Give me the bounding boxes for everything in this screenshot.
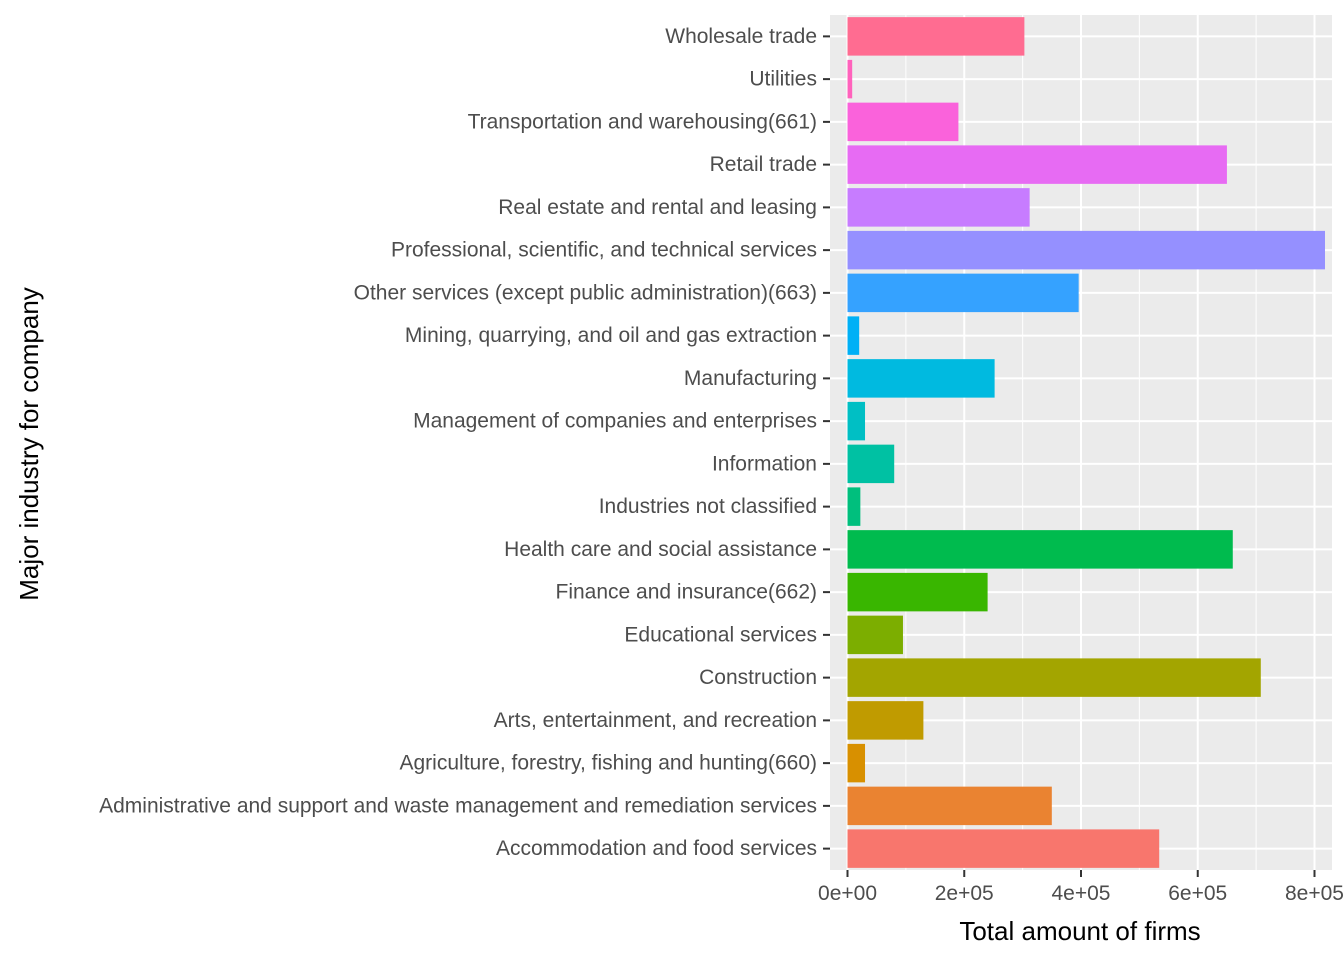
bar (847, 487, 861, 526)
bar (847, 359, 995, 398)
bar (847, 444, 895, 484)
bar (847, 17, 1025, 56)
y-tick-label: Wholesale trade (665, 25, 817, 48)
y-axis: Accommodation and food services Administr… (99, 25, 830, 860)
y-tick-label: Agriculture, forestry, fishing and hunti… (400, 752, 818, 775)
y-tick-label: Utilities (749, 68, 817, 91)
bars (847, 17, 1325, 868)
bar (847, 188, 1030, 227)
y-tick-label: Administrative and support and waste man… (99, 794, 817, 817)
bar (847, 615, 903, 655)
x-tick-label: 0e+00 (818, 882, 877, 905)
bar (847, 102, 959, 142)
x-tick-label: 4e+05 (1052, 882, 1111, 905)
bar (847, 572, 988, 612)
x-tick-label: 6e+05 (1168, 882, 1227, 905)
bar (847, 829, 1160, 868)
y-tick-label: Management of companies and enterprises (413, 410, 817, 433)
y-tick-label: Professional, scientific, and technical … (391, 239, 817, 262)
x-tick-label: 8e+05 (1285, 882, 1344, 905)
bar (847, 530, 1233, 569)
y-tick-label: Educational services (624, 623, 817, 646)
y-tick-label: Transportation and warehousing(661) (468, 110, 817, 133)
x-tick-label: 2e+05 (935, 882, 994, 905)
bar (847, 230, 1325, 270)
y-tick-label: Arts, entertainment, and recreation (494, 709, 817, 732)
y-tick-label: Manufacturing (684, 367, 817, 390)
y-axis-title: Major industry for company (14, 287, 44, 601)
y-tick-label: Mining, quarrying, and oil and gas extra… (405, 324, 817, 347)
y-tick-label: Information (712, 452, 817, 475)
y-tick-label: Other services (except public administra… (354, 281, 817, 304)
y-tick-label: Accommodation and food services (496, 837, 817, 860)
y-tick-label: Health care and social assistance (504, 538, 817, 561)
bar (847, 316, 860, 355)
y-tick-label: Retail trade (710, 153, 817, 176)
bar (847, 786, 1052, 826)
bar (847, 658, 1261, 697)
bar (847, 701, 924, 740)
x-axis-title: Total amount of firms (959, 916, 1200, 946)
bar (847, 273, 1079, 313)
bar (847, 59, 853, 99)
x-axis: 0e+00 2e+05 4e+05 6e+05 8e+05 (818, 870, 1344, 905)
y-tick-label: Construction (699, 666, 817, 689)
bar (847, 743, 866, 783)
y-tick-label: Finance and insurance(662) (556, 581, 818, 604)
bar (847, 145, 1227, 184)
y-tick-label: Industries not classified (599, 495, 817, 518)
bar (847, 401, 866, 441)
y-tick-label: Real estate and rental and leasing (498, 196, 817, 219)
